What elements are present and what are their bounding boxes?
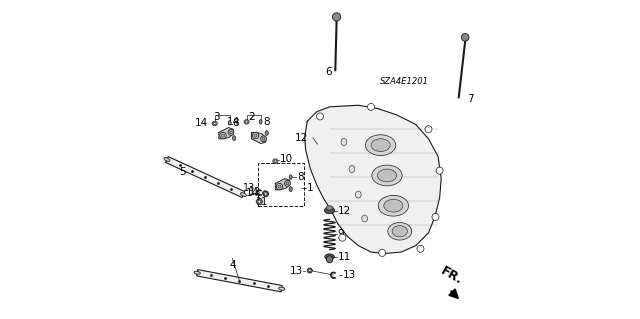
Ellipse shape — [212, 121, 218, 126]
Text: 13: 13 — [342, 270, 356, 280]
Ellipse shape — [232, 136, 236, 141]
Circle shape — [221, 134, 225, 137]
Bar — [258, 163, 304, 206]
Text: 14: 14 — [195, 118, 208, 129]
Polygon shape — [275, 179, 290, 190]
Circle shape — [308, 269, 311, 272]
Ellipse shape — [278, 287, 285, 290]
Ellipse shape — [164, 158, 170, 161]
Circle shape — [461, 33, 469, 41]
Circle shape — [278, 185, 281, 188]
Text: FR.: FR. — [438, 264, 465, 287]
Text: 8: 8 — [263, 117, 270, 127]
Polygon shape — [256, 199, 262, 204]
Ellipse shape — [259, 120, 262, 124]
Ellipse shape — [365, 135, 396, 155]
Text: 1: 1 — [307, 183, 313, 193]
Text: 13: 13 — [289, 265, 303, 276]
Circle shape — [339, 234, 346, 241]
Circle shape — [258, 200, 261, 203]
Text: 8: 8 — [297, 172, 303, 182]
Ellipse shape — [349, 166, 355, 173]
Text: 14: 14 — [246, 188, 259, 198]
Circle shape — [332, 13, 340, 21]
Circle shape — [252, 132, 259, 139]
Circle shape — [432, 213, 439, 220]
Circle shape — [285, 181, 291, 186]
Circle shape — [254, 134, 257, 137]
Ellipse shape — [355, 191, 361, 198]
Text: 2: 2 — [248, 112, 255, 122]
Ellipse shape — [245, 121, 248, 123]
Circle shape — [220, 132, 226, 139]
Ellipse shape — [273, 159, 278, 163]
Circle shape — [262, 137, 265, 140]
Text: 5: 5 — [179, 167, 186, 177]
Ellipse shape — [264, 192, 266, 194]
Ellipse shape — [262, 191, 268, 195]
Text: 6: 6 — [326, 67, 332, 77]
Ellipse shape — [324, 254, 334, 260]
Ellipse shape — [289, 175, 292, 179]
Circle shape — [367, 103, 374, 110]
Ellipse shape — [388, 223, 412, 240]
Text: 8: 8 — [232, 118, 239, 128]
Text: 9: 9 — [337, 229, 344, 240]
Ellipse shape — [392, 226, 408, 237]
Ellipse shape — [378, 195, 408, 216]
Polygon shape — [263, 191, 269, 197]
Circle shape — [317, 113, 323, 120]
Ellipse shape — [241, 193, 246, 197]
Ellipse shape — [378, 169, 397, 182]
Ellipse shape — [362, 215, 367, 222]
Text: 10: 10 — [280, 154, 293, 165]
Text: 7: 7 — [467, 94, 474, 104]
Ellipse shape — [194, 271, 200, 274]
Ellipse shape — [228, 121, 231, 125]
Text: 3: 3 — [213, 112, 220, 122]
Circle shape — [228, 130, 234, 135]
Text: 13: 13 — [250, 187, 262, 197]
Ellipse shape — [289, 187, 292, 191]
Polygon shape — [307, 268, 312, 273]
Circle shape — [264, 193, 267, 195]
Text: 14: 14 — [227, 117, 239, 127]
Circle shape — [379, 249, 386, 256]
Polygon shape — [252, 132, 266, 144]
Polygon shape — [166, 157, 244, 197]
Ellipse shape — [326, 206, 333, 210]
Polygon shape — [196, 270, 282, 292]
Ellipse shape — [244, 120, 249, 124]
Text: 4: 4 — [229, 260, 236, 270]
Circle shape — [425, 126, 432, 133]
Ellipse shape — [265, 131, 268, 136]
Circle shape — [286, 182, 289, 185]
Ellipse shape — [341, 138, 347, 145]
Circle shape — [417, 245, 424, 252]
Ellipse shape — [324, 207, 335, 214]
Circle shape — [276, 183, 283, 190]
Circle shape — [436, 167, 443, 174]
Text: 12: 12 — [337, 205, 351, 216]
Ellipse shape — [214, 122, 216, 125]
Ellipse shape — [384, 199, 403, 212]
Circle shape — [230, 131, 232, 134]
Text: 11: 11 — [256, 197, 268, 207]
Polygon shape — [219, 128, 233, 139]
Ellipse shape — [326, 256, 333, 263]
Ellipse shape — [372, 165, 402, 186]
Ellipse shape — [371, 139, 390, 152]
Circle shape — [260, 136, 266, 142]
Text: 13: 13 — [243, 183, 255, 193]
Polygon shape — [305, 105, 441, 254]
Text: 12: 12 — [294, 133, 308, 143]
Text: SZA4E1201: SZA4E1201 — [380, 77, 428, 86]
Text: 11: 11 — [337, 252, 351, 263]
Ellipse shape — [274, 160, 276, 162]
